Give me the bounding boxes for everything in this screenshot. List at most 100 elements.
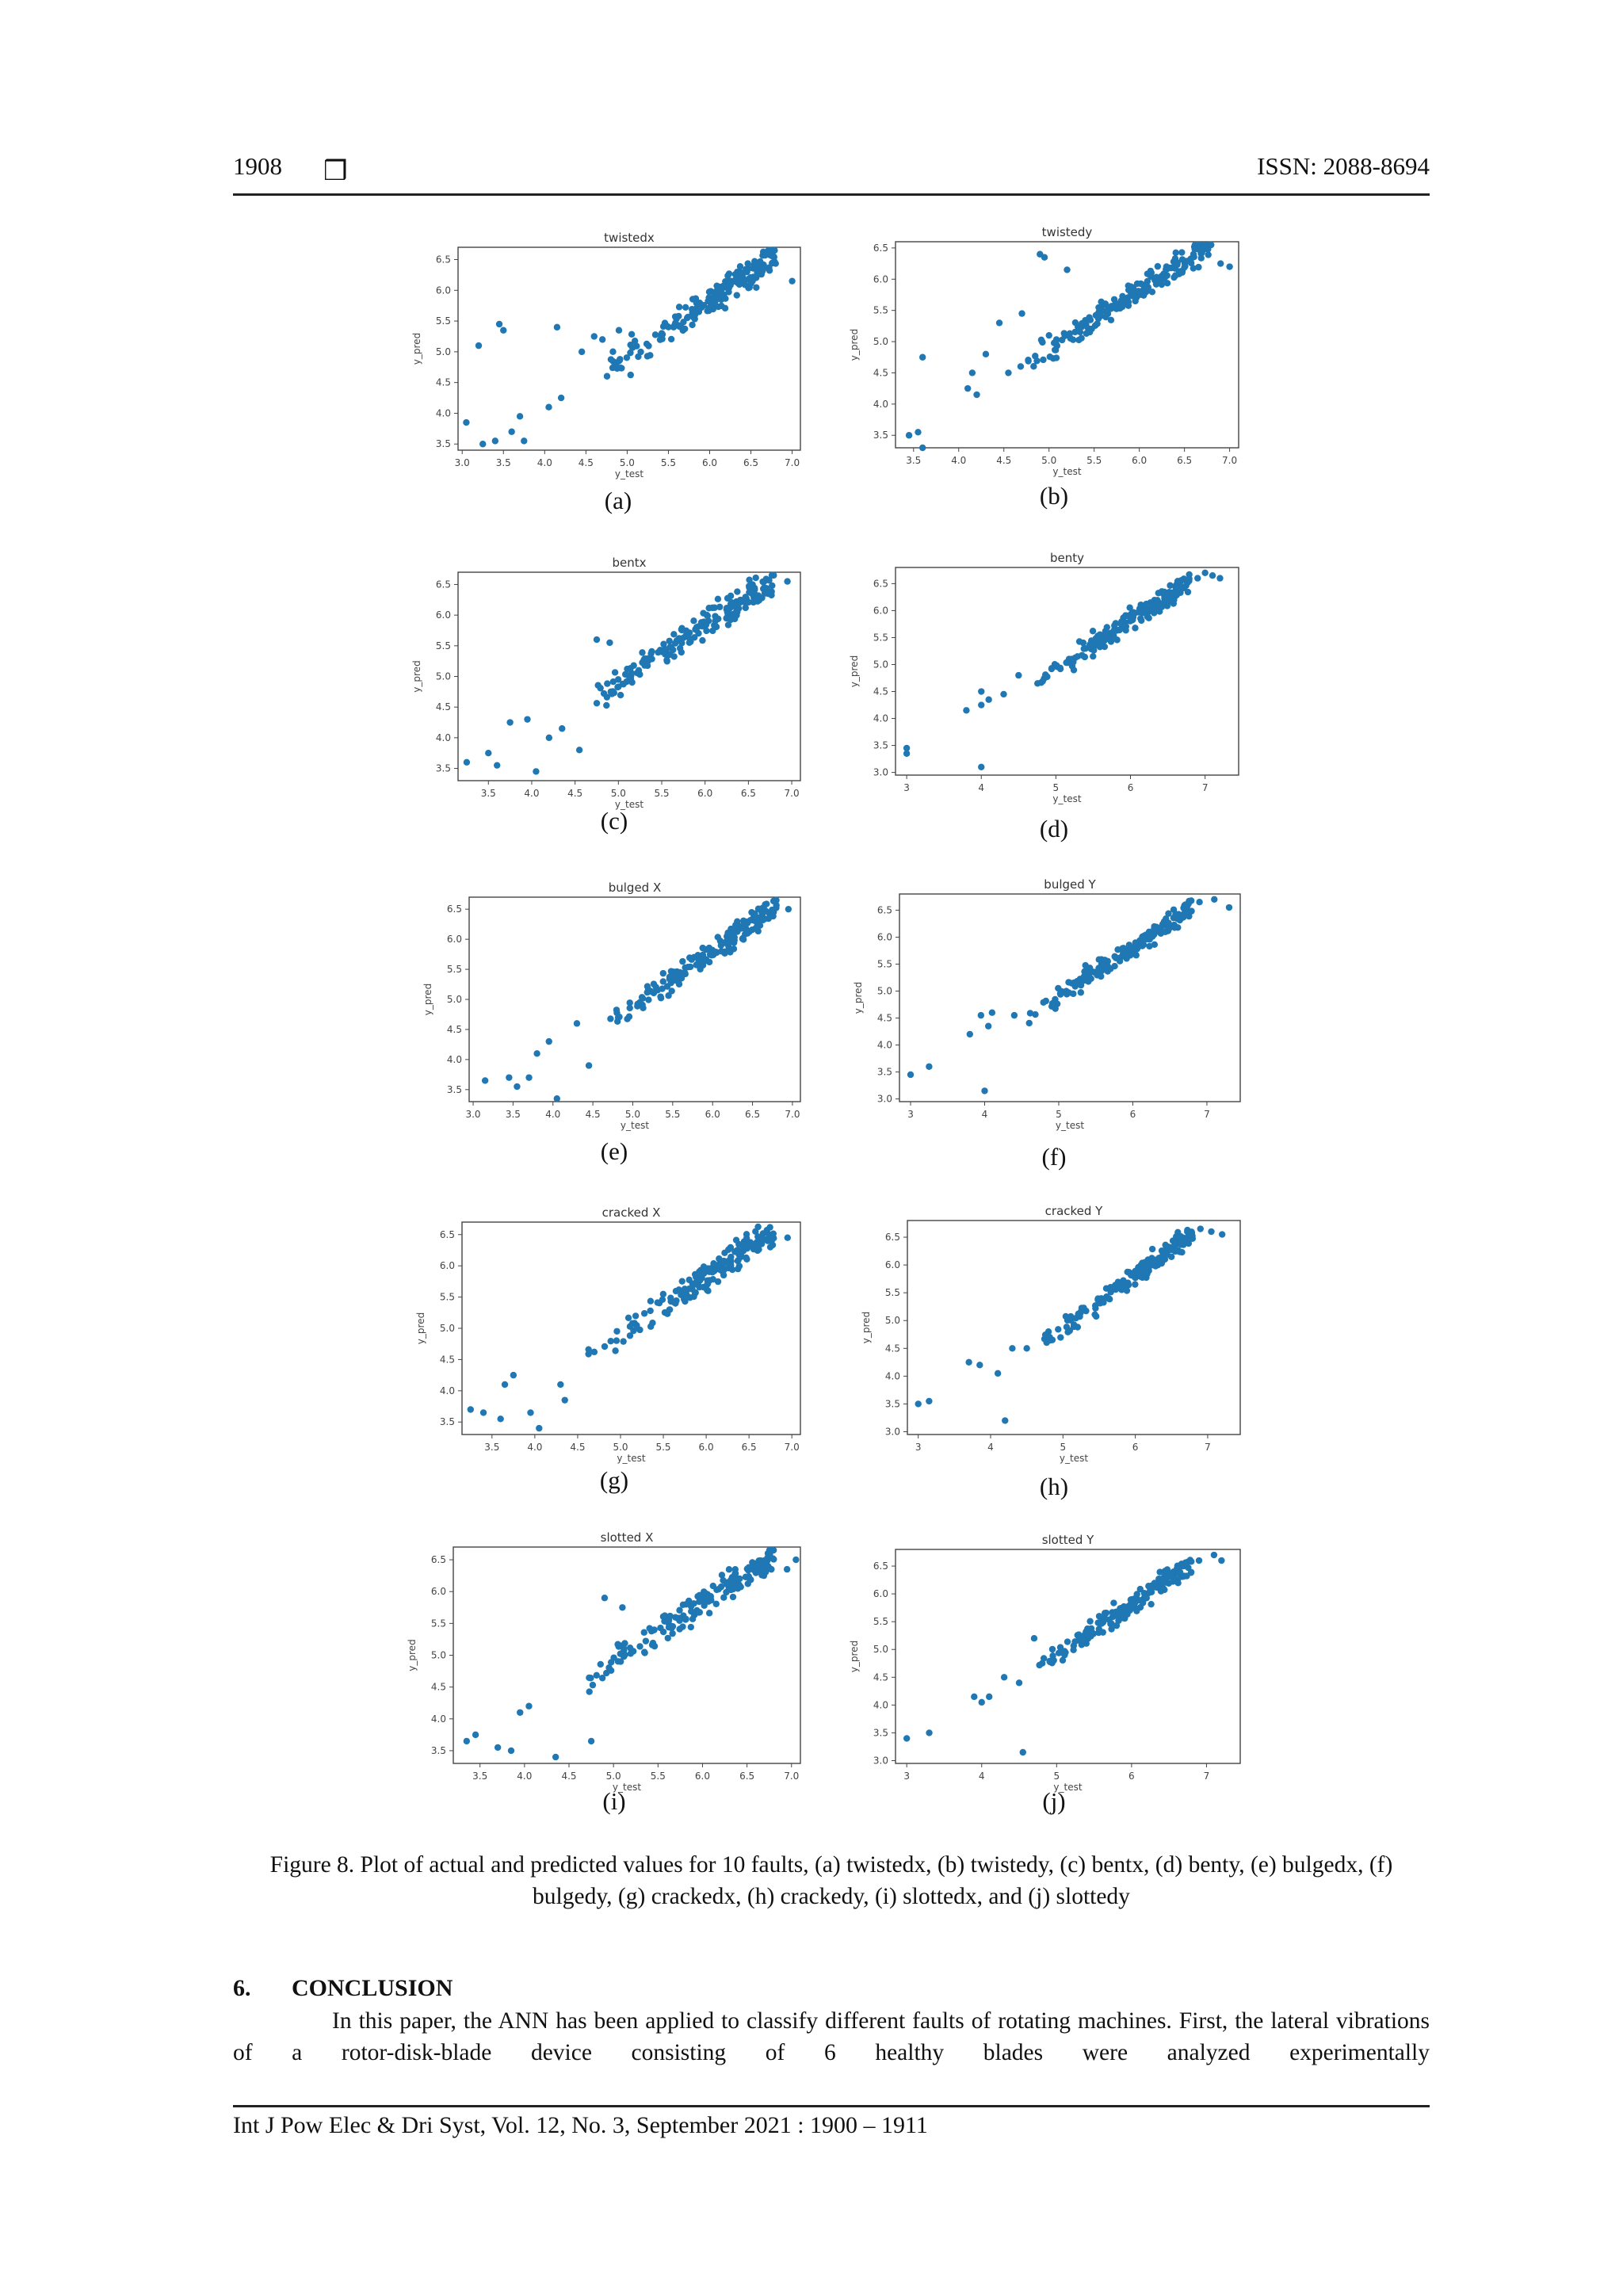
x-tick-label: 3.0 [455, 457, 470, 468]
y-tick-label: 5.0 [873, 1644, 888, 1655]
data-point [624, 1015, 631, 1022]
data-point [664, 1634, 671, 1642]
x-tick-label: 6.5 [743, 457, 758, 468]
data-point [1094, 1295, 1102, 1302]
data-point [1070, 1646, 1077, 1653]
y-axis-label: y_pred [849, 1641, 860, 1672]
subfigure-label-i: (i) [602, 1787, 626, 1815]
x-tick-label: 5.0 [625, 1109, 640, 1120]
data-point [645, 342, 652, 350]
y-tick-label: 5.0 [431, 1650, 446, 1661]
data-point [1194, 575, 1201, 582]
x-axis-label: y_test [615, 468, 643, 479]
data-point [1017, 363, 1025, 370]
data-point [735, 1263, 743, 1270]
x-tick-label: 3.5 [496, 457, 511, 468]
data-point [624, 672, 632, 679]
scatter-plot-d: benty 3 4 5 6 7 3.0 3.5 4.0 4.5 5.0 5.5 6.0 6.5 y_test… [849, 551, 1239, 804]
data-point [1076, 1312, 1083, 1320]
data-point [506, 719, 514, 726]
data-point [729, 1593, 737, 1601]
data-point [726, 282, 733, 289]
data-point [1133, 280, 1141, 288]
data-point [769, 253, 776, 260]
data-point [1063, 991, 1071, 998]
data-point [721, 1265, 728, 1273]
data-point [704, 1286, 711, 1293]
data-point [1187, 255, 1195, 262]
x-tick-label: 4.5 [570, 1442, 585, 1453]
data-point [668, 988, 675, 995]
data-point [1077, 989, 1085, 996]
data-point [660, 640, 667, 648]
data-point [751, 910, 758, 917]
x-tick-label: 6 [1132, 1442, 1139, 1453]
data-point [545, 734, 553, 742]
data-point [681, 968, 689, 976]
data-point [687, 1623, 695, 1631]
data-point [1102, 313, 1109, 321]
data-point [1086, 972, 1093, 980]
data-point [1147, 1586, 1154, 1593]
data-point [1059, 1656, 1067, 1664]
plot-title: slotted Y [1042, 1533, 1094, 1547]
data-point [976, 1362, 983, 1369]
data-point [703, 611, 711, 619]
data-point [915, 1400, 922, 1408]
data-point [1040, 1655, 1048, 1662]
y-tick-label: 5.0 [873, 659, 888, 670]
data-point [1055, 984, 1062, 992]
data-point [792, 1556, 800, 1564]
data-point [647, 1307, 654, 1315]
data-point [617, 691, 624, 699]
data-point [699, 951, 707, 959]
data-point [1113, 1608, 1120, 1615]
data-point [628, 330, 636, 338]
data-point [1078, 1641, 1086, 1648]
data-point [590, 333, 598, 340]
data-point [1107, 316, 1115, 324]
data-point [671, 640, 679, 647]
data-point [1191, 246, 1198, 253]
data-point [578, 348, 586, 356]
data-point [629, 1648, 637, 1655]
data-point [1144, 606, 1151, 613]
data-point [1038, 1660, 1046, 1667]
data-point [1148, 1600, 1155, 1608]
plot-title: cracked X [602, 1205, 661, 1220]
data-point [1117, 620, 1125, 627]
data-point [977, 1011, 985, 1019]
data-point [1100, 1299, 1107, 1306]
y-tick-label: 4.5 [885, 1343, 900, 1354]
data-point [1210, 1551, 1218, 1559]
data-point [665, 1624, 673, 1631]
data-point [693, 1270, 701, 1278]
data-point [545, 403, 552, 411]
data-point [1005, 369, 1012, 376]
data-point [479, 441, 487, 448]
x-tick-label: 4.5 [579, 457, 594, 468]
data-point [766, 1224, 773, 1231]
data-point [536, 1424, 543, 1432]
data-point [525, 1074, 533, 1081]
data-point [754, 1223, 762, 1231]
x-tick-label: 6.0 [705, 1109, 720, 1120]
data-point [1143, 1274, 1150, 1282]
data-point [624, 665, 631, 673]
x-axis-label: y_test [1052, 793, 1081, 804]
data-point [1002, 1417, 1009, 1424]
data-point [918, 353, 926, 361]
data-point [603, 701, 610, 709]
x-tick-label: 6.0 [702, 457, 717, 468]
data-point [1090, 652, 1097, 660]
data-point [746, 576, 753, 583]
data-point [1048, 1660, 1056, 1667]
data-point [708, 952, 716, 959]
data-point [607, 356, 615, 363]
data-point [1188, 1228, 1195, 1236]
data-point [1009, 1345, 1016, 1352]
data-point [769, 1230, 777, 1237]
data-point [926, 1729, 933, 1736]
data-point [1178, 269, 1186, 276]
x-tick-label: 7.0 [785, 788, 800, 799]
